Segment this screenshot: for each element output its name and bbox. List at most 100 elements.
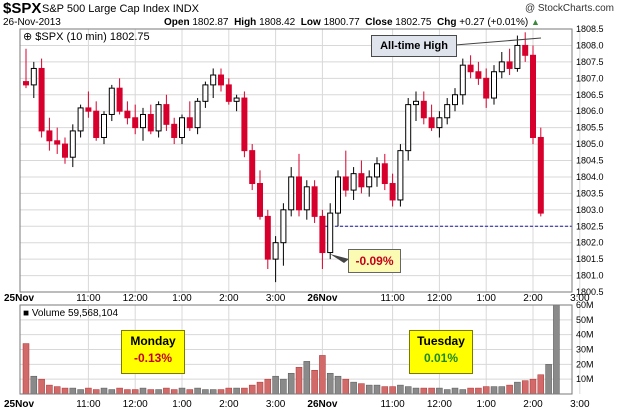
candle-body [132, 117, 139, 129]
volume-bar [553, 304, 560, 395]
price-y-axis: 1800.5 1801.0 1801.5 1802.0 1802.5 1803.0 1803… [23, 24, 604, 319]
volume-bar [428, 387, 435, 395]
candle-body [514, 44, 521, 69]
volume-bar [46, 384, 53, 395]
x-tick-label: 11:00 [380, 293, 405, 304]
volume-bar [350, 381, 357, 395]
chart-date: 26-Nov-2013 [3, 17, 61, 28]
x-tick-label: 3:00 [570, 399, 590, 410]
volume-bar [116, 387, 123, 395]
monday-label: Monday [130, 334, 176, 348]
candle-body [358, 173, 365, 188]
volume-bar [139, 387, 147, 395]
volume-y-axis: 10M 20M 30M 40M 50M 60M [576, 300, 594, 384]
volume-legend: ■ Volume 59,568,104 [23, 308, 118, 319]
x-tick-label: 26Nov [307, 293, 337, 304]
volume-bar [443, 389, 451, 395]
volume-bar [326, 372, 334, 395]
candle-body [69, 130, 76, 158]
volume-bar [77, 389, 84, 395]
dip-pointer-arrow [330, 254, 349, 263]
volume-bar [482, 386, 490, 395]
candle-body [62, 143, 68, 158]
volume-bar [38, 378, 45, 395]
volume-bar [131, 389, 139, 395]
x-axis-time-labels: 25Nov 25Nov 11:00 11:00 12:00 12:00 1:00 1:00 2:… [4, 293, 590, 410]
candle-body [257, 183, 263, 217]
volume-bar [459, 389, 467, 395]
volume-bars [22, 304, 560, 395]
exchange-code: INDX [172, 3, 199, 15]
price-tick-label: 1805.0 [576, 139, 604, 149]
candle-body [147, 113, 154, 132]
low-value: 1800.77 [323, 17, 360, 28]
dip-callout: -0.09% [348, 249, 401, 273]
candle-body [30, 67, 37, 86]
candle-body [179, 117, 185, 138]
source-credit: @ StockCharts.com [524, 3, 614, 14]
volume-bar [475, 387, 482, 395]
x-tick-label: 12:00 [427, 399, 452, 410]
candle-body [225, 84, 232, 102]
candle-body [506, 61, 513, 69]
volume-bar [170, 389, 178, 395]
candle-body [194, 100, 201, 129]
price-tick-label: 1801.0 [576, 271, 604, 281]
volume-bar [404, 386, 412, 395]
symbol-name: S&P 500 Large Cap Index INDX [42, 3, 199, 15]
symbol-ticker: $SPX [3, 0, 42, 17]
open-value: 1802.87 [192, 17, 229, 28]
candle-body [491, 71, 497, 99]
volume-bar [521, 380, 529, 395]
candle-body [303, 186, 310, 211]
candle-body [264, 215, 271, 260]
volume-bar [100, 387, 108, 395]
chg-label: Chg [437, 17, 457, 28]
candle-body [272, 242, 279, 260]
volume-bar [69, 387, 77, 395]
volume-bar [163, 387, 170, 395]
volume-bar [529, 378, 537, 395]
candle-body [530, 54, 536, 138]
candle-body [350, 173, 357, 191]
volume-bar [451, 387, 459, 395]
x-tick-label: 2:00 [219, 399, 239, 410]
volume-bar [85, 387, 92, 395]
volume-bar [225, 387, 233, 395]
volume-bar [436, 387, 443, 395]
candle-body [101, 113, 107, 138]
volume-tick-label: 40M [576, 330, 594, 340]
volume-bar [194, 387, 201, 395]
volume-bar [358, 383, 365, 395]
candle-body [420, 100, 427, 119]
volume-bar [545, 364, 552, 395]
index-name: S&P 500 Large Cap Index [42, 3, 170, 15]
candle-body [218, 74, 224, 86]
tuesday-change: 0.01% [423, 351, 459, 365]
candle-body [428, 117, 435, 129]
candle-body [452, 94, 458, 106]
volume-bar [202, 389, 209, 395]
ath-pointer-line [454, 37, 542, 46]
price-tick-label: 1807.0 [576, 73, 604, 83]
x-tick-label: 11:00 [76, 293, 101, 304]
candle-body [459, 64, 466, 96]
candle-body [335, 176, 341, 214]
high-value: 1808.42 [259, 17, 296, 28]
candle-body [405, 104, 412, 152]
price-tick-label: 1805.5 [576, 123, 604, 133]
volume-bar [334, 375, 342, 395]
price-tick-label: 1802.0 [576, 238, 604, 248]
price-tick-label: 1803.5 [576, 188, 604, 198]
volume-bar [295, 367, 303, 395]
price-tick-label: 1808.0 [576, 40, 604, 50]
volume-bar [373, 384, 381, 395]
volume-tick-label: 60M [576, 300, 594, 310]
volume-bar [256, 381, 264, 395]
volume-bar [22, 343, 30, 395]
candle-body [366, 176, 373, 188]
candle-body [155, 104, 162, 132]
volume-bar [287, 372, 295, 395]
candle-body [280, 209, 287, 244]
volume-bar [280, 378, 287, 395]
